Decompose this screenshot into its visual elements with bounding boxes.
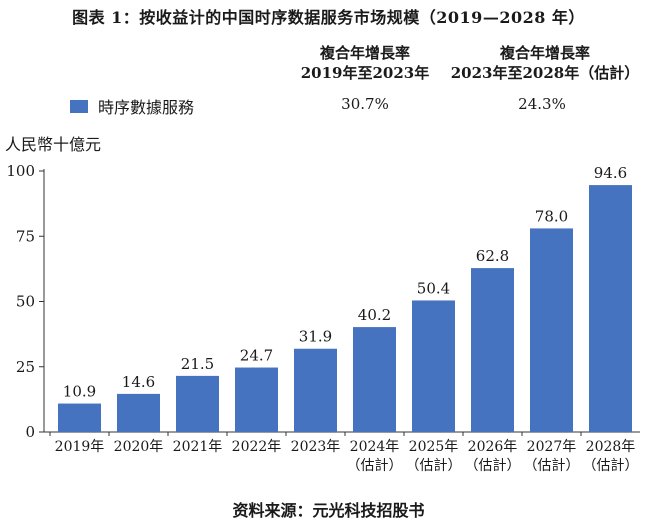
x-tick-note: （估計） <box>583 458 639 474</box>
x-tick-note: （估計） <box>347 458 403 474</box>
x-tick-label: 2026年 <box>468 439 518 455</box>
y-tick-label: 25 <box>16 358 35 376</box>
cagr-2019-2023-value: 30.7% <box>341 95 389 113</box>
bar-value-label: 24.7 <box>240 347 273 365</box>
x-tick-label: 2028年 <box>586 439 636 455</box>
cagr-header-line1: 複合年增長率 <box>319 44 410 62</box>
cagr-header-line2: 2023年至2028年（估計） <box>450 64 640 82</box>
bar <box>530 228 573 432</box>
bar-value-label: 78.0 <box>535 207 568 225</box>
x-tick-label: 2025年 <box>409 439 459 455</box>
bar <box>471 268 514 432</box>
bar-value-label: 62.8 <box>476 247 509 265</box>
bar <box>412 300 455 432</box>
x-tick-label: 2020年 <box>114 439 164 455</box>
x-tick-label: 2027年 <box>527 439 577 455</box>
bar-value-label: 50.4 <box>417 279 450 297</box>
bar <box>353 327 396 432</box>
bar <box>589 185 632 432</box>
y-tick-label: 75 <box>16 227 35 245</box>
y-axis-unit-label: 人民幣十億元 <box>5 135 102 154</box>
cagr-header-line2: 2019年至2023年 <box>300 64 430 82</box>
bar-value-label: 94.6 <box>594 164 627 182</box>
legend-swatch <box>70 100 88 113</box>
cagr-2023-2028-header: 複合年增長率 2023年至2028年（估計） <box>430 43 657 83</box>
x-tick-label: 2021年 <box>173 439 223 455</box>
bar <box>176 375 219 432</box>
x-tick-label: 2022年 <box>232 439 282 455</box>
chart-title: 图表 1：按收益计的中国时序数据服务市场规模（2019—2028 年） <box>72 8 585 27</box>
x-tick-label: 2024年 <box>350 439 400 455</box>
legend-label: 時序數據服務 <box>98 98 195 117</box>
cagr-header-line1: 複合年增長率 <box>499 44 590 62</box>
bar-value-label: 40.2 <box>358 306 391 324</box>
bar <box>294 348 337 432</box>
bar-value-label: 14.6 <box>122 373 155 391</box>
bar-value-label: 10.9 <box>63 383 96 401</box>
bar-value-label: 21.5 <box>181 355 214 373</box>
x-tick-note: （估計） <box>406 458 462 474</box>
x-tick-note: （估計） <box>465 458 521 474</box>
bar <box>117 393 160 432</box>
cagr-2019-2023-header: 複合年增長率 2019年至2023年 <box>260 43 470 83</box>
bar <box>58 403 101 432</box>
y-tick-label: 0 <box>25 423 35 441</box>
x-tick-label: 2019年 <box>55 439 105 455</box>
bar <box>235 367 278 432</box>
source-note: 资料来源：元光科技招股书 <box>232 501 425 520</box>
x-tick-note: （估計） <box>524 458 580 474</box>
y-tick-label: 50 <box>16 293 35 311</box>
x-tick-label: 2023年 <box>291 439 341 455</box>
cagr-2023-2028-value: 24.3% <box>518 95 566 113</box>
y-tick-label: 100 <box>6 162 35 180</box>
bar-value-label: 31.9 <box>299 328 332 346</box>
